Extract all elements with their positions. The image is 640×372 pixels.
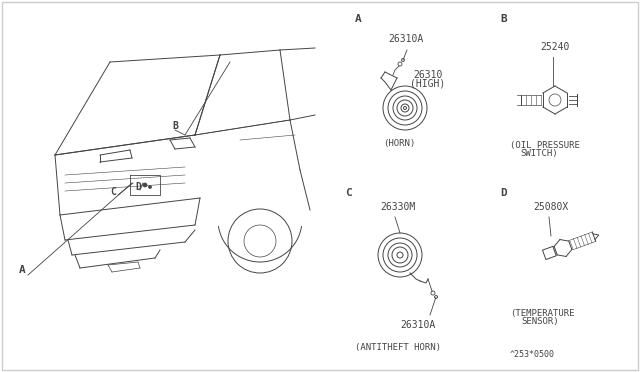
Text: (ANTITHEFT HORN): (ANTITHEFT HORN) (355, 343, 441, 352)
Text: (HIGH): (HIGH) (410, 78, 445, 88)
Text: SENSOR): SENSOR) (521, 317, 559, 326)
Text: SWITCH): SWITCH) (520, 149, 557, 158)
Text: D: D (500, 188, 507, 198)
Text: (OIL PRESSURE: (OIL PRESSURE (510, 141, 580, 150)
Text: C: C (110, 187, 116, 197)
Text: D: D (135, 182, 141, 192)
Text: A: A (355, 14, 362, 24)
Text: ^253*0500: ^253*0500 (510, 350, 555, 359)
Text: A: A (19, 265, 26, 275)
Text: 25080X: 25080X (533, 202, 568, 212)
Text: (TEMPERATURE: (TEMPERATURE (510, 309, 575, 318)
Text: 26310A: 26310A (400, 320, 435, 330)
Text: 25240: 25240 (540, 42, 570, 52)
Text: 26310: 26310 (413, 70, 442, 80)
Text: B: B (172, 121, 178, 131)
Text: B: B (500, 14, 507, 24)
Text: 26310A: 26310A (388, 34, 423, 44)
Circle shape (143, 183, 147, 187)
Text: 26330M: 26330M (380, 202, 415, 212)
Text: C: C (345, 188, 352, 198)
Text: (HORN): (HORN) (383, 139, 415, 148)
Circle shape (148, 186, 152, 189)
